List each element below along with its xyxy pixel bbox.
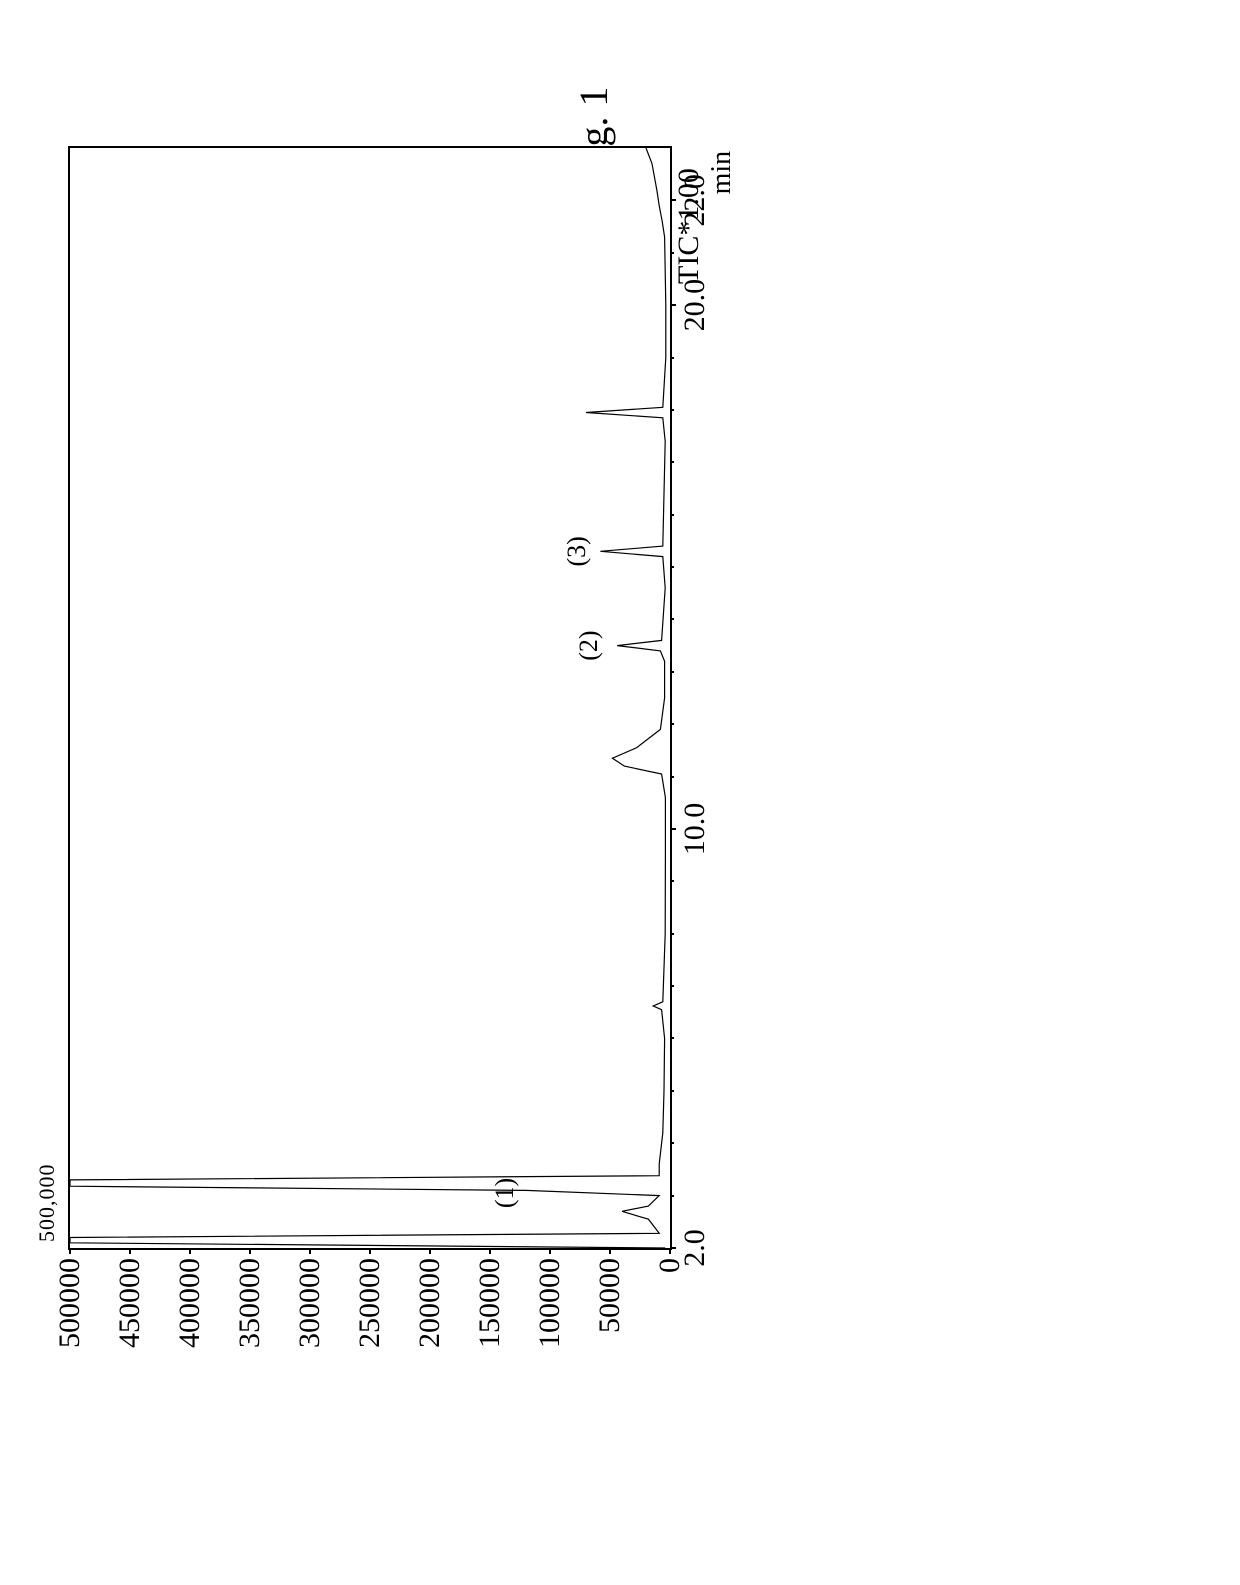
y-tick-label: 150000 xyxy=(473,1258,507,1348)
x-tick-label: 10.0 xyxy=(678,803,712,856)
y-tick-label: 100000 xyxy=(533,1258,567,1348)
page: Fig. 1 500,000 0500001000001500002000002… xyxy=(0,0,1240,1585)
y-tick-label: 50000 xyxy=(593,1258,627,1333)
y-tick-label: 250000 xyxy=(353,1258,387,1348)
y-tick-label: 300000 xyxy=(293,1258,327,1348)
y-tick-label: 200000 xyxy=(413,1258,447,1348)
y-tick-label: 450000 xyxy=(113,1258,147,1348)
x-unit-label: min xyxy=(706,151,738,195)
plot-area: 0500001000001500002000002500003000003500… xyxy=(68,146,672,1250)
x-tick-label: 20.0 xyxy=(678,279,712,332)
y-tick-label: 500000 xyxy=(53,1258,87,1348)
inner-top-left-label: 500,000 xyxy=(34,1164,60,1243)
peak-label: (1) xyxy=(490,1178,520,1208)
chromatogram-trace xyxy=(70,148,670,1248)
y-tick-label: 400000 xyxy=(173,1258,207,1348)
y-tick-label: 350000 xyxy=(233,1258,267,1348)
chromatogram-chart: 500,000 05000010000015000020000025000030… xyxy=(40,290,1200,1250)
trace-label: TIC*1.00 xyxy=(672,168,706,284)
x-tick-label: 2.0 xyxy=(678,1229,712,1267)
peak-label: (3) xyxy=(562,536,592,566)
peak-label: (2) xyxy=(574,630,604,660)
